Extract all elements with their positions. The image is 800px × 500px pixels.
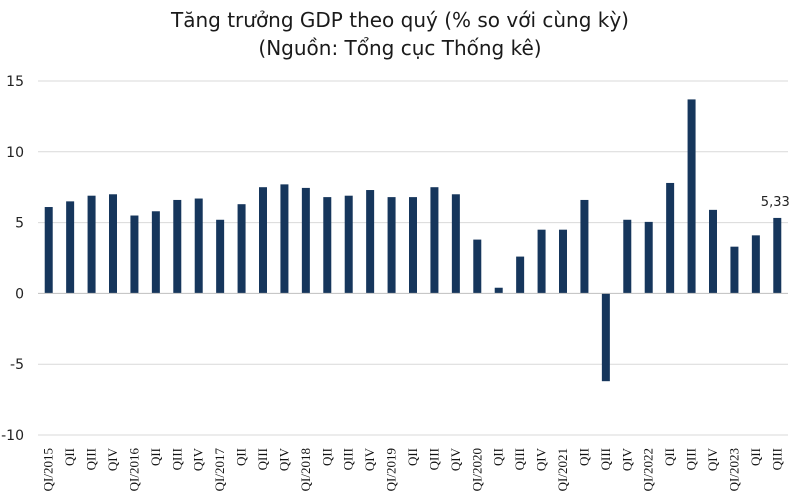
x-tick-label: QIII xyxy=(426,448,441,470)
bar xyxy=(751,235,760,294)
bar xyxy=(366,190,375,294)
data-labels: 5,33 xyxy=(761,195,790,210)
bar xyxy=(709,209,717,294)
y-tick-label: 15 xyxy=(6,74,24,90)
x-tick-label: QII xyxy=(576,448,591,466)
x-tick-label: QIII xyxy=(169,448,184,470)
x-tick-label: QII xyxy=(748,448,763,466)
bar xyxy=(109,194,117,294)
x-tick-label: QIV xyxy=(105,447,120,471)
bar xyxy=(387,197,396,294)
bar xyxy=(66,201,75,294)
bar xyxy=(730,246,739,294)
x-tick-label: QIV xyxy=(705,447,720,471)
bar xyxy=(194,198,203,294)
x-tick-label: QIV xyxy=(534,447,549,471)
x-tick-label: QIV xyxy=(276,447,291,471)
bars xyxy=(44,99,782,382)
x-tick-label: QII xyxy=(491,448,506,466)
bar xyxy=(430,187,439,294)
bar xyxy=(580,199,589,294)
x-tick-label: QI/2016 xyxy=(126,448,141,492)
bar xyxy=(773,217,782,294)
bar xyxy=(87,195,96,294)
bar xyxy=(516,256,525,294)
bar xyxy=(494,287,503,294)
x-tick-label: QII xyxy=(234,448,249,466)
y-tick-label: 0 xyxy=(15,286,24,302)
x-tick-label: QII xyxy=(662,448,677,466)
bar xyxy=(623,219,632,294)
x-tick-label: QII xyxy=(148,448,163,466)
x-axis-ticks: QI/2015 QII QIII QIV QI/2016 QII QIII QIV QI/201… xyxy=(41,447,785,491)
bar xyxy=(344,195,353,294)
bar xyxy=(301,187,310,294)
x-tick-label: QII xyxy=(62,448,77,466)
bar xyxy=(666,182,675,294)
bar xyxy=(151,211,160,294)
bar xyxy=(280,184,289,294)
bar xyxy=(173,199,182,294)
bar xyxy=(451,194,460,294)
x-tick-label: QIV xyxy=(362,447,377,471)
x-tick-label: QIV xyxy=(448,447,463,471)
bar xyxy=(473,239,482,294)
bar xyxy=(537,229,546,294)
x-tick-label: QIII xyxy=(84,448,99,470)
x-tick-label: QIV xyxy=(191,447,206,471)
data-label: 5,33 xyxy=(761,195,790,210)
x-tick-label: QII xyxy=(405,448,420,466)
bar xyxy=(601,293,610,382)
bar xyxy=(259,187,267,294)
chart-subtitle: (Nguồn: Tổng cục Thống kê) xyxy=(258,36,542,60)
x-tick-label: QI/2015 xyxy=(41,448,56,491)
x-tick-label: QI/2017 xyxy=(212,448,227,492)
bar xyxy=(559,229,567,294)
y-axis-ticks: 15 10 5 0 -5 -10 xyxy=(1,74,24,444)
y-tick-label: 5 xyxy=(15,216,24,232)
bar xyxy=(216,219,225,294)
x-tick-label: QI/2021 xyxy=(555,448,570,491)
x-tick-label: QIII xyxy=(598,448,613,470)
bar xyxy=(237,204,246,294)
x-tick-label: QI/2020 xyxy=(469,448,484,491)
x-tick-label: QIV xyxy=(619,447,634,471)
y-tick-label: -5 xyxy=(10,357,24,373)
x-tick-label: QI/2022 xyxy=(641,448,656,491)
chart-title: Tăng trưởng GDP theo quý (% so với cùng … xyxy=(171,8,629,32)
bar xyxy=(687,99,696,294)
bar xyxy=(323,197,332,294)
x-tick-label: QI/2023 xyxy=(726,448,741,491)
x-tick-label: QII xyxy=(319,448,334,466)
x-tick-label: QI/2018 xyxy=(298,448,313,491)
bar xyxy=(409,197,417,294)
y-tick-label: 10 xyxy=(6,145,24,161)
bar xyxy=(130,215,139,294)
x-tick-label: QIII xyxy=(341,448,356,470)
x-tick-label: QIII xyxy=(512,448,527,470)
x-tick-label: QIII xyxy=(684,448,699,470)
x-tick-label: QIII xyxy=(769,448,784,470)
x-tick-label: QIII xyxy=(255,448,270,470)
bar xyxy=(644,221,653,294)
x-tick-label: QI/2019 xyxy=(384,448,399,491)
bar xyxy=(44,207,53,294)
y-tick-label: -10 xyxy=(1,428,24,444)
